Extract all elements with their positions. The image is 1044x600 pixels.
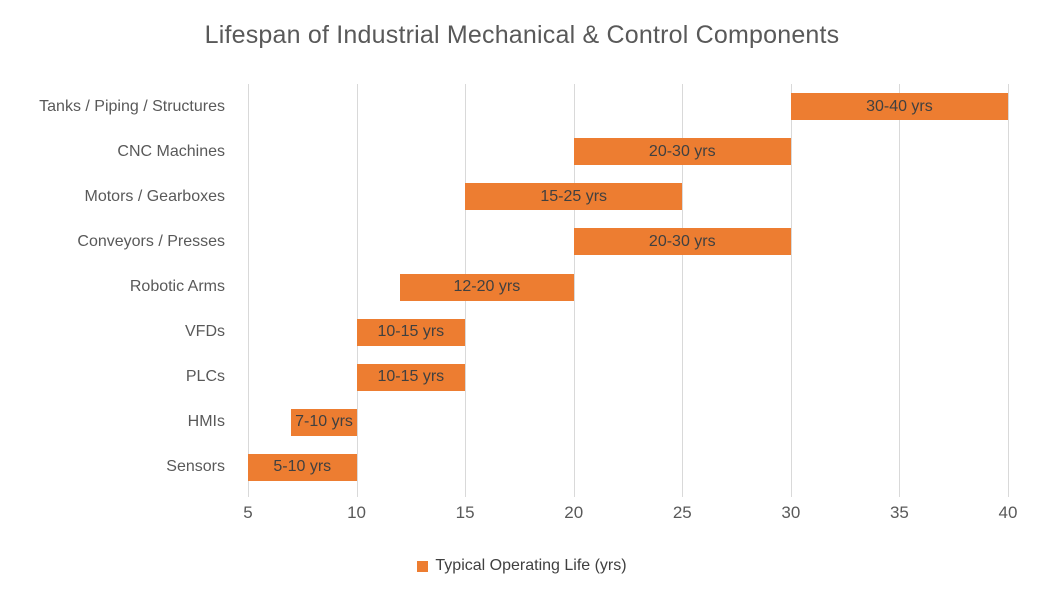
x-tick-label: 25 — [672, 503, 692, 522]
bar-data-label: 30-40 yrs — [866, 97, 933, 115]
range-bar: 12-20 yrs — [400, 273, 574, 301]
gridline — [356, 84, 358, 490]
y-axis: Tanks / Piping / Structures CNC Machines M… — [0, 84, 237, 490]
chart-title: Lifespan of Industrial Mechanical & Cont… — [204, 21, 840, 49]
legend-label: Typical Operating Life (yrs) — [435, 557, 627, 574]
y-axis-label: VFDs — [185, 323, 225, 341]
range-bar: 10-15 yrs — [356, 318, 466, 346]
y-axis-label: CNC Machines — [117, 142, 225, 160]
x-tick-label: 40 — [998, 503, 1018, 522]
y-axis-label: Sensors — [166, 458, 225, 476]
y-axis-label: Tanks / Piping / Structures — [39, 97, 225, 115]
gridline — [1008, 84, 1009, 490]
y-axis-label: Motors / Gearboxes — [84, 187, 226, 205]
y-axis-label: HMIs — [187, 413, 225, 431]
x-axis-tick — [1008, 490, 1009, 497]
gridline — [682, 84, 684, 490]
y-axis-label: Robotic Arms — [129, 277, 225, 295]
x-axis-tick — [682, 490, 684, 497]
range-bar: 20-30 yrs — [573, 138, 791, 166]
range-bar: 20-30 yrs — [573, 228, 791, 256]
bar-data-label: 15-25 yrs — [540, 187, 608, 205]
x-axis-tick — [465, 490, 467, 497]
gridline — [248, 84, 249, 490]
bar-data-label: 10-15 yrs — [377, 368, 445, 386]
gridline — [899, 84, 901, 490]
bar-data-label: 10-15 yrs — [377, 323, 445, 341]
x-axis-tick — [356, 490, 358, 497]
plot-area: 5 10 15 20 25 30 35 40 30-40 yrs 20-30 yrs 15-25 y… — [243, 84, 1017, 522]
x-tick-label: 30 — [781, 503, 801, 522]
y-axis-label: Conveyors / Presses — [77, 232, 225, 250]
x-tick-label: 5 — [243, 503, 253, 522]
x-axis-tick — [248, 490, 249, 497]
range-bar: 10-15 yrs — [356, 363, 466, 391]
bar-data-label: 20-30 yrs — [648, 142, 716, 160]
range-bar: 30-40 yrs — [790, 93, 1008, 121]
range-bar: 15-25 yrs — [465, 183, 683, 211]
y-axis-label: PLCs — [185, 368, 225, 386]
bar-data-label: 20-30 yrs — [648, 232, 716, 250]
gridline — [790, 84, 792, 490]
x-tick-label: 35 — [889, 503, 909, 522]
gridline — [573, 84, 575, 490]
range-bar: 7-10 yrs — [291, 408, 357, 436]
x-axis-tick — [790, 490, 792, 497]
x-tick-label: 20 — [564, 503, 584, 522]
legend: Typical Operating Life (yrs) — [0, 557, 1044, 575]
legend-swatch-icon — [417, 560, 429, 572]
x-tick-label: 15 — [455, 503, 475, 522]
bar-data-label: 5-10 yrs — [273, 458, 332, 476]
bar-data-label: 7-10 yrs — [295, 413, 353, 431]
x-axis-tick — [899, 490, 901, 497]
range-bar: 5-10 yrs — [248, 453, 357, 481]
x-axis-tick — [573, 490, 575, 497]
bar-data-label: 12-20 yrs — [453, 278, 521, 295]
x-tick-label: 10 — [347, 503, 367, 522]
